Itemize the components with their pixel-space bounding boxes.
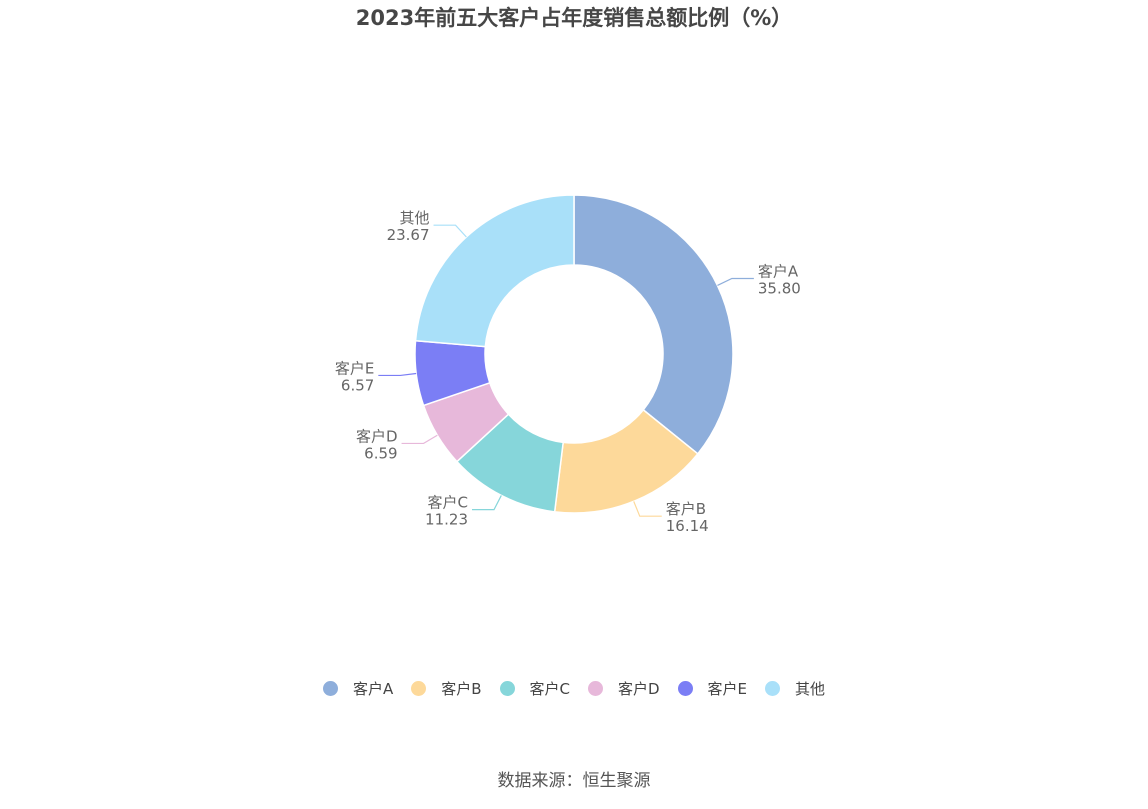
legend-item-2[interactable]: 客户B	[411, 678, 482, 699]
slice-1[interactable]	[573, 194, 734, 455]
data-label-value-1: 35.80	[758, 279, 801, 297]
data-label-name-1: 客户A	[758, 262, 799, 280]
leader-line-3	[472, 495, 502, 511]
data-label-name-6: 其他	[400, 209, 430, 227]
legend-marker	[322, 680, 338, 696]
legend-label: 客户D	[617, 679, 660, 698]
data-label-value-5: 6.57	[341, 376, 374, 394]
slices-group	[414, 194, 734, 514]
leader-line-6	[433, 224, 467, 238]
leader-line-4	[401, 434, 438, 445]
legend-marker	[411, 680, 427, 696]
legend-item-3[interactable]: 客户C	[499, 678, 570, 699]
data-label-value-2: 16.14	[666, 517, 709, 535]
data-label-value-6: 23.67	[387, 226, 430, 244]
data-label-name-2: 客户B	[666, 500, 706, 518]
legend-item-5[interactable]: 客户E	[677, 678, 748, 699]
data-label-value-3: 11.23	[425, 511, 468, 529]
data-label-name-3: 客户C	[428, 494, 468, 512]
legend-item-6[interactable]: 其他	[765, 678, 825, 699]
legend-label: 客户B	[441, 679, 482, 698]
legend-label: 客户A	[352, 679, 394, 698]
legend-item-4[interactable]: 客户D	[587, 678, 660, 699]
legend-label: 其他	[795, 679, 826, 698]
leader-line-1	[717, 277, 754, 286]
chart-legend: 客户A 客户B 客户C 客户D 客户E 其他	[0, 674, 1148, 702]
legend-marker	[765, 680, 781, 696]
legend-marker	[499, 680, 515, 696]
leader-line-2	[633, 501, 662, 517]
legend-marker	[587, 680, 603, 696]
chart-title: 2023年前五大客户占年度销售总额比例（%）	[355, 6, 793, 30]
legend-label: 客户C	[529, 679, 570, 698]
leader-line-5	[378, 372, 417, 377]
slice-6[interactable]	[414, 194, 575, 348]
data-label-value-4: 6.59	[364, 444, 397, 462]
data-label-name-5: 客户E	[335, 359, 374, 377]
label-leaders-group	[378, 224, 754, 517]
data-source-note: 数据来源：恒生聚源	[497, 771, 651, 791]
legend-marker	[677, 680, 693, 696]
legend-label: 客户E	[707, 679, 748, 698]
legend-item-1[interactable]: 客户A	[322, 678, 394, 699]
data-label-name-4: 客户D	[356, 427, 398, 445]
